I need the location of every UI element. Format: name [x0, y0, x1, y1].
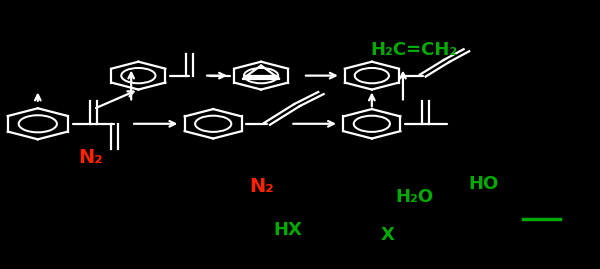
Text: HO: HO [469, 175, 499, 193]
Text: H₂O: H₂O [396, 188, 434, 206]
Text: N₂: N₂ [249, 177, 274, 196]
Text: HX: HX [273, 221, 302, 239]
Text: N₂: N₂ [79, 148, 103, 167]
Text: H₂C=CH₂: H₂C=CH₂ [371, 41, 458, 59]
Text: X: X [381, 226, 395, 244]
